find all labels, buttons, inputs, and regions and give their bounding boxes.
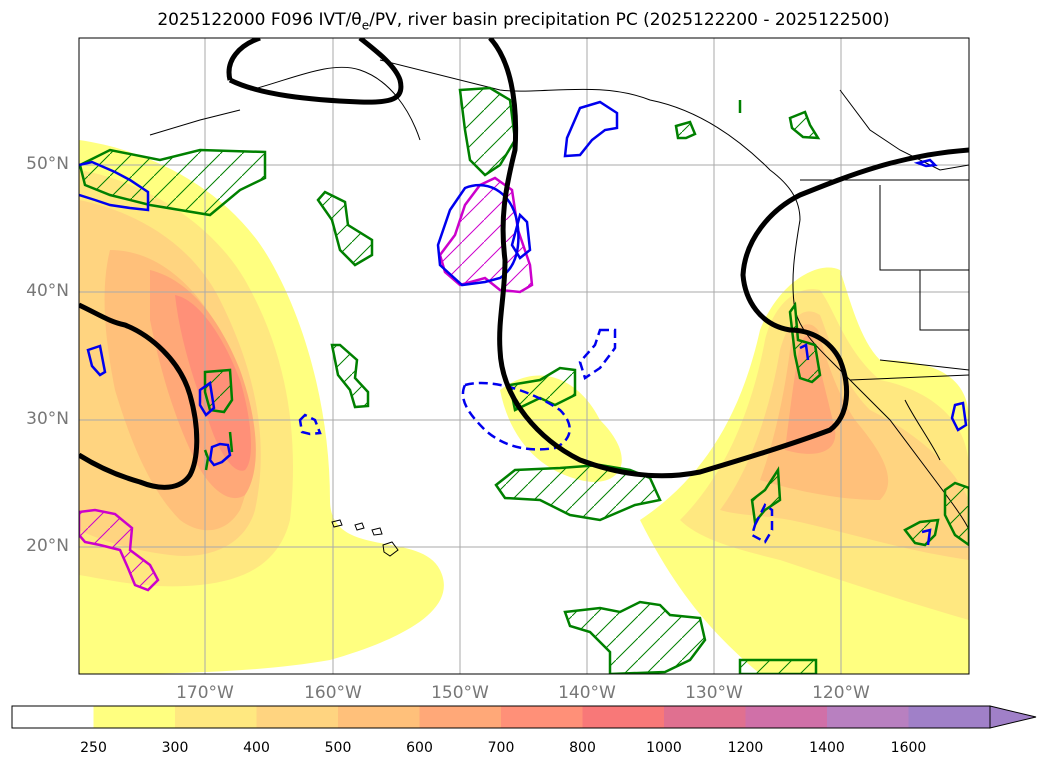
colorbar-segment	[582, 706, 665, 728]
colorbar-segment	[419, 706, 502, 728]
title-prefix: 2025122000 F096 IVT/θ	[157, 10, 362, 30]
precip-pc-regions	[79, 86, 969, 674]
lon-label-120w: 120°W	[812, 683, 870, 703]
colorbar-segment	[93, 706, 176, 728]
colorbar-tick-label: 1400	[809, 740, 845, 756]
colorbar-segment	[175, 706, 257, 728]
colorbar-segment	[12, 706, 94, 728]
colorbar-segment	[256, 706, 339, 728]
colorbar-extend-arrow	[989, 705, 1037, 729]
hawaii-islands	[331, 519, 399, 557]
map-plot-area	[79, 38, 969, 674]
colorbar-segment	[745, 706, 828, 728]
colorbar-tick-label: 600	[406, 740, 433, 756]
theta-e-contours	[79, 38, 969, 490]
colorbar-tick-label: 1600	[890, 740, 927, 756]
lat-label-50: 50°N	[26, 154, 69, 174]
colorbar-tick-label: 300	[161, 740, 189, 756]
colorbar-segment	[827, 706, 909, 728]
colorbar-tick-label: 700	[487, 740, 515, 756]
colorbar-tick-label: 1200	[727, 740, 764, 756]
lon-label-170w: 170°W	[176, 683, 234, 703]
map-title: 2025122000 F096 IVT/θe/PV, river basin p…	[0, 10, 1047, 32]
pv-positive-contours	[79, 100, 968, 546]
lat-label-30: 30°N	[26, 409, 69, 429]
colorbar	[11, 705, 1037, 729]
lat-label-40: 40°N	[26, 281, 69, 301]
title-subscript: e	[361, 18, 370, 33]
colorbar-outline	[11, 705, 991, 729]
colorbar-tick-label: 400	[243, 740, 270, 756]
plot-frame	[78, 37, 970, 675]
colorbar-tick-label: 500	[324, 740, 352, 756]
lon-label-140w: 140°W	[558, 683, 616, 703]
colorbar-tick-label: 250	[80, 740, 107, 756]
pv-negative-regions	[79, 176, 534, 592]
lat-label-20: 20°N	[26, 536, 69, 556]
colorbar-segment	[501, 706, 583, 728]
colorbar-tick-label: 1000	[646, 740, 682, 756]
lon-label-160w: 160°W	[304, 683, 362, 703]
lon-label-130w: 130°W	[685, 683, 743, 703]
coastlines	[149, 59, 969, 531]
pv-dashed-contours	[298, 328, 774, 544]
colorbar-segment	[908, 706, 991, 728]
title-suffix: /PV, river basin precipitation PC (20251…	[369, 10, 890, 30]
colorbar-tick-label: 800	[569, 740, 596, 756]
ivt-plume-east	[500, 267, 969, 674]
colorbar-segment	[338, 706, 420, 728]
lon-label-150w: 150°W	[431, 683, 489, 703]
colorbar-segment	[664, 706, 746, 728]
